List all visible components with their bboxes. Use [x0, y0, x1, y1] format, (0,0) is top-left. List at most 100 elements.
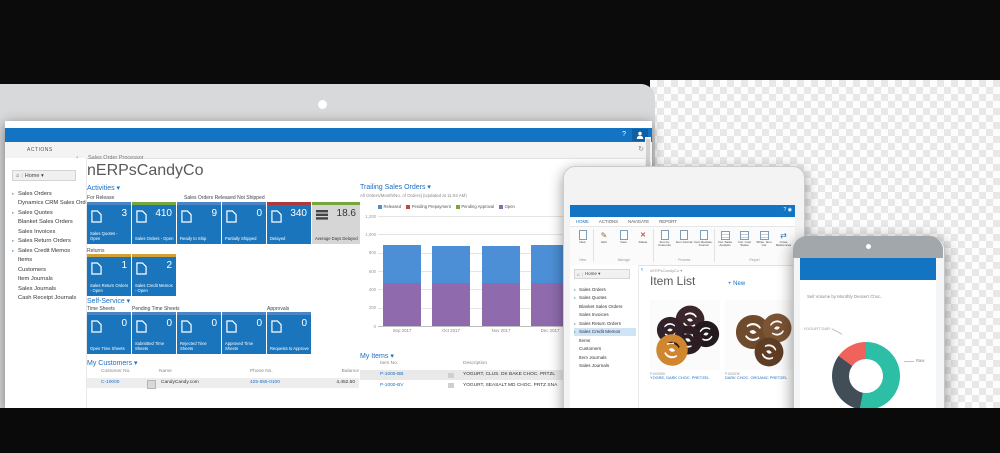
cue-tile-sales-orders-open[interactable]: 410 Sales Orders - Open — [132, 202, 176, 244]
tile-accent-bar — [222, 312, 266, 315]
tablet-sidebar-item-blanket-sales-orders[interactable]: Blanket Sales Orders — [574, 302, 636, 311]
ribbon-button-item-by-customer[interactable]: Item by Customer — [655, 229, 674, 248]
sidebar-item-cash-receipt-journals[interactable]: Cash Receipt Journals — [12, 294, 86, 304]
ribbon-button-item-journal[interactable]: Item Journal — [675, 229, 694, 244]
sidebar-item-sales-quotes[interactable]: ▸ Sales Quotes — [12, 208, 86, 218]
activities-section-link[interactable]: Activities ▾ — [87, 185, 121, 192]
table-row[interactable]: P-1000-BV YOGURT, SEASALT MD CHOC. PRTZ S… — [360, 381, 570, 391]
ribbon-tab-report[interactable]: REPORT — [659, 219, 677, 224]
ribbon-button-cross-references[interactable]: ⇄ Cross References — [774, 229, 793, 248]
help-icon[interactable]: ? — [622, 131, 626, 138]
sidebar-item-blanket-sales-orders[interactable]: Blanket Sales Orders — [12, 218, 86, 228]
my-items-section-link[interactable]: My Items ▾ — [360, 353, 394, 360]
sidebar-item-sales-return-orders[interactable]: ▸ Sales Return Orders — [12, 237, 86, 247]
ribbon-button-label: Delete — [638, 240, 648, 244]
item-no-link[interactable]: P-1000-BV — [380, 382, 404, 388]
ribbon-button-invt-sales-analysis[interactable]: Invt. Sales Analysis — [716, 229, 735, 248]
tile-label: Approved Time Sheets — [225, 341, 254, 352]
y-tick-label: 0 — [373, 323, 376, 329]
y-tick-label: 600 — [368, 268, 376, 274]
divider: | — [581, 271, 583, 277]
ribbon-button-edit[interactable]: ✎ Edit — [595, 229, 614, 244]
list-icon — [316, 210, 328, 222]
bar-segment-open — [432, 283, 470, 326]
sidebar-item-sales-journals[interactable]: Sales Journals — [12, 284, 86, 294]
sidebar-item-customers[interactable]: Customers — [12, 265, 86, 275]
item-card[interactable]: P1000DK DARK CHOC. ORGANIC PRETZEL — [725, 300, 795, 380]
self-service-section-link[interactable]: Self-Service ▾ — [87, 298, 131, 305]
cue-tile-average-days-delayed[interactable]: 18.6 Average Days Delayed — [312, 202, 360, 244]
sidebar-item-label: Sales Credit Memos — [18, 247, 71, 254]
table-row[interactable]: P-1000-BB YOGURT, CLUS. DK BAKE CHOC. PRT… — [360, 370, 570, 380]
item-card-description[interactable]: YOGRE, DARK CHOC. PRETZEL — [650, 375, 710, 380]
my-customers-section-link[interactable]: My Customers ▾ — [87, 360, 138, 367]
cue-tile-approved-time-sheets[interactable]: 0 Approved Time Sheets — [222, 312, 266, 354]
cue-tile-sales-quotes-open[interactable]: 3 Sales Quotes - Open — [87, 202, 131, 244]
tablet-sidebar-item-sales-orders[interactable]: ▸ Sales Orders — [574, 285, 636, 294]
sidebar-item-sales-credit-memos[interactable]: ▸ Sales Credit Memos — [12, 246, 86, 256]
cue-tile-partially-shipped[interactable]: 0 Partially Shipped — [222, 202, 266, 244]
item-card[interactable]: P1000BB YOGRE, DARK CHOC. PRETZEL — [650, 300, 720, 380]
document-icon — [136, 210, 147, 225]
cue-tile-rejected-time-sheets[interactable]: 0 Rejected Time Sheets — [177, 312, 221, 354]
tile-label: Submitted Time Sheets — [135, 341, 165, 352]
tablet-sidebar-item-sales-credit-memos[interactable]: ▸ Sales Credit Memos — [574, 327, 636, 336]
cue-tile-ready-to-ship[interactable]: 9 Ready to Ship — [177, 202, 221, 244]
sidebar-item-label: Items — [18, 257, 33, 264]
ribbon-button-delete[interactable]: ✕ Delete — [634, 229, 653, 244]
ribbon-tab-actions[interactable]: ACTIONS — [598, 219, 619, 224]
tablet-sidebar-item-items[interactable]: Items — [574, 336, 636, 345]
sidebar-item-sales-invoices[interactable]: Sales Invoices — [12, 227, 86, 237]
x-tick-label: Nov 2017 — [491, 328, 511, 333]
tablet-collapse-nav-icon[interactable]: ‹ — [641, 267, 643, 273]
nav-home-selector[interactable]: ⌂ | Home ▾ — [12, 170, 76, 181]
tablet-titlebar: ? ◉ — [570, 205, 795, 217]
tablet-sidebar-item-sales-quotes[interactable]: ▸ Sales Quotes — [574, 294, 636, 303]
item-no-link[interactable]: P-1000-BB — [380, 372, 404, 377]
ribbon-tab-navigate[interactable]: NAVIGATE — [628, 219, 650, 224]
tablet-sidebar-item-sales-return-orders[interactable]: ▸ Sales Return Orders — [574, 319, 636, 328]
user-account-icon[interactable] — [632, 129, 648, 141]
tile-value: 0 — [121, 318, 127, 329]
column-header: Item No. — [380, 361, 399, 366]
cue-tile-sales-return-orders-open[interactable]: 1 Sales Return Orders - Open — [87, 254, 131, 296]
tablet-sidebar-item-customers[interactable]: Customers — [574, 345, 636, 354]
tablet-titlebar-icons[interactable]: ? ◉ — [783, 207, 792, 213]
sidebar-item-items[interactable]: Items — [12, 256, 86, 266]
cue-tile-sales-credit-memos-open[interactable]: 2 Sales Credit Memos - Open — [132, 254, 176, 296]
tablet-breadcrumb[interactable]: nERPsCandyCo ▾ — [650, 268, 683, 273]
legend-label: Pending Prepayment — [411, 204, 451, 209]
sidebar-item-item-journals[interactable]: Item Journals — [12, 275, 86, 285]
breadcrumb[interactable]: Sales Order Processor — [88, 155, 144, 161]
cue-tile-open-time-sheets[interactable]: 0 Open Time Sheets — [87, 312, 131, 354]
ribbon-tab-actions[interactable]: ACTIONS — [27, 147, 53, 153]
ribbon-tab-home[interactable]: HOME — [576, 219, 589, 224]
ribbon-button-label: Whse. Item List — [756, 240, 772, 248]
tile-value: 0 — [256, 208, 262, 219]
cue-tile-requests-to-approve[interactable]: 0 Requests to Approve — [267, 312, 311, 354]
refresh-icon[interactable]: ↻ — [638, 146, 644, 153]
tablet-sidebar-item-item-journals[interactable]: Item Journals — [574, 353, 636, 362]
table-row[interactable]: C-10000 CandyCandy.com 425-555-0100 4,452.5… — [87, 378, 359, 389]
customer-thumbnail — [147, 379, 156, 389]
customer-no-link[interactable]: C-10000 — [101, 380, 120, 385]
ribbon-button-whse-item-list[interactable]: Whse. Item List — [755, 229, 774, 248]
group-caption-for-release: For Release — [87, 195, 115, 201]
ribbon-button-invt-cost-status[interactable]: Invt. Cost Status — [735, 229, 754, 248]
ribbon-button-item-reclass-journal[interactable]: Item Reclass. Journal — [694, 229, 713, 248]
ribbon-button-new[interactable]: New — [573, 229, 592, 244]
tablet-nav-home-selector[interactable]: ⌂ | Home ▾ — [574, 269, 630, 279]
tile-label: Sales Credit Memos - Open — [135, 283, 173, 294]
tablet-sidebar-item-sales-invoices[interactable]: Sales Invoices — [574, 311, 636, 320]
new-item-link[interactable]: + New — [728, 281, 746, 287]
tablet-sidebar-item-sales-journals[interactable]: Sales Journals — [574, 362, 636, 371]
cue-tile-delayed[interactable]: 340 Delayed — [267, 202, 311, 244]
ribbon-button-view[interactable]: View — [614, 229, 633, 244]
cue-tile-submitted-time-sheets[interactable]: 0 Submitted Time Sheets — [132, 312, 176, 354]
item-card-description[interactable]: DARK CHOC. ORGANIC PRETZEL — [725, 375, 788, 380]
trailing-sales-orders-link[interactable]: Trailing Sales Orders ▾ — [360, 184, 431, 191]
sidebar-item-sales-orders[interactable]: ▸ Sales Orders — [12, 189, 86, 199]
sidebar-item-dynamics-crm-sales-orders[interactable]: Dynamics CRM Sales Orders — [12, 199, 86, 209]
customer-phone-link[interactable]: 425-555-0100 — [250, 380, 280, 385]
